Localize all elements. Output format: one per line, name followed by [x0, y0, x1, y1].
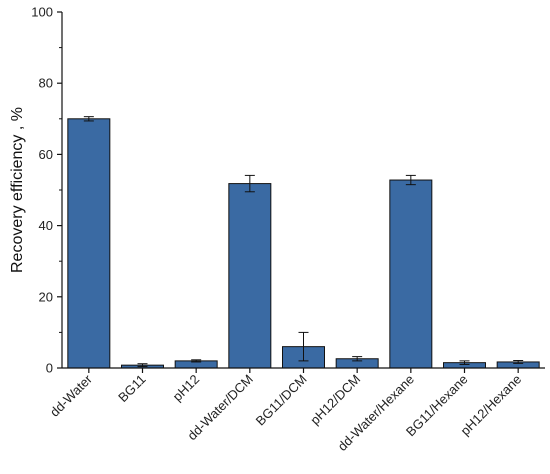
- y-tick-label-5: 100: [31, 5, 53, 20]
- y-ticks: [57, 11, 62, 369]
- error-bar-7: [459, 360, 470, 365]
- y-axis-label: Recovery efficiency , %: [9, 107, 26, 273]
- bar-6: [389, 179, 433, 369]
- category-labels: dd-Water BG11 pH12dd-Water/DCMBG11/DCMpH12…: [47, 371, 524, 454]
- error-bar-6: [405, 174, 416, 186]
- error-bar-1: [137, 363, 148, 368]
- bar-3: [228, 183, 272, 369]
- bars: [67, 118, 540, 369]
- x-ticks: [88, 368, 519, 373]
- category-label-0: dd-Water: [47, 371, 96, 420]
- category-label-2: pH12: [170, 372, 203, 405]
- error-bar-8: [513, 360, 524, 364]
- y-tick-labels: 0 20 40 60 80 100: [31, 5, 53, 376]
- category-label-1: BG11: [115, 372, 148, 405]
- error-bar-4: [298, 331, 309, 362]
- y-tick-label-0: 0: [46, 361, 53, 376]
- y-tick-label-2: 40: [39, 218, 53, 233]
- category-label-4: BG11/DCM: [253, 372, 310, 429]
- y-tick-label-1: 20: [39, 289, 53, 304]
- error-bar-2: [191, 359, 202, 363]
- error-bar-5: [352, 356, 363, 362]
- error-bars: [83, 116, 524, 368]
- bar-0: [67, 118, 111, 369]
- category-label-5: pH12/DCM: [307, 372, 363, 428]
- y-tick-label-4: 80: [39, 76, 53, 91]
- y-tick-label-3: 60: [39, 147, 53, 162]
- error-bar-3: [244, 174, 255, 193]
- error-bar-0: [83, 116, 94, 122]
